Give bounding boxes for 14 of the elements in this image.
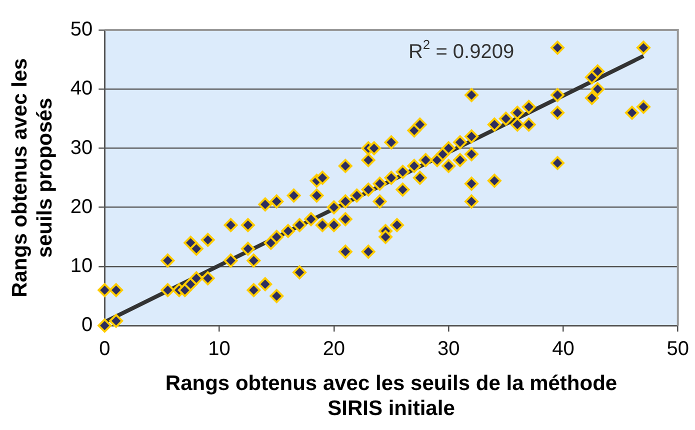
x-tick-label: 20 [322,338,346,360]
y-tick-label: 30 [70,136,93,159]
x-axis-title: Rangs obtenus avec les seuils de la méthode SIRIS initiale [165,372,618,420]
y-tick-label: 20 [70,196,93,218]
y-tick-label: 50 [70,18,93,41]
y-tick-label: 10 [70,254,93,277]
x-tick-label: 40 [552,338,574,360]
y-tick-label: 40 [70,78,93,100]
x-tick-label: 0 [99,338,110,360]
y-axis-title: Rangs obtenus avec les seuils proposés [8,58,57,298]
y-tick-label: 0 [82,314,93,336]
x-tick-label: 30 [437,338,460,360]
x-tick-label: 10 [208,338,230,360]
x-tick-label: 50 [666,338,689,360]
